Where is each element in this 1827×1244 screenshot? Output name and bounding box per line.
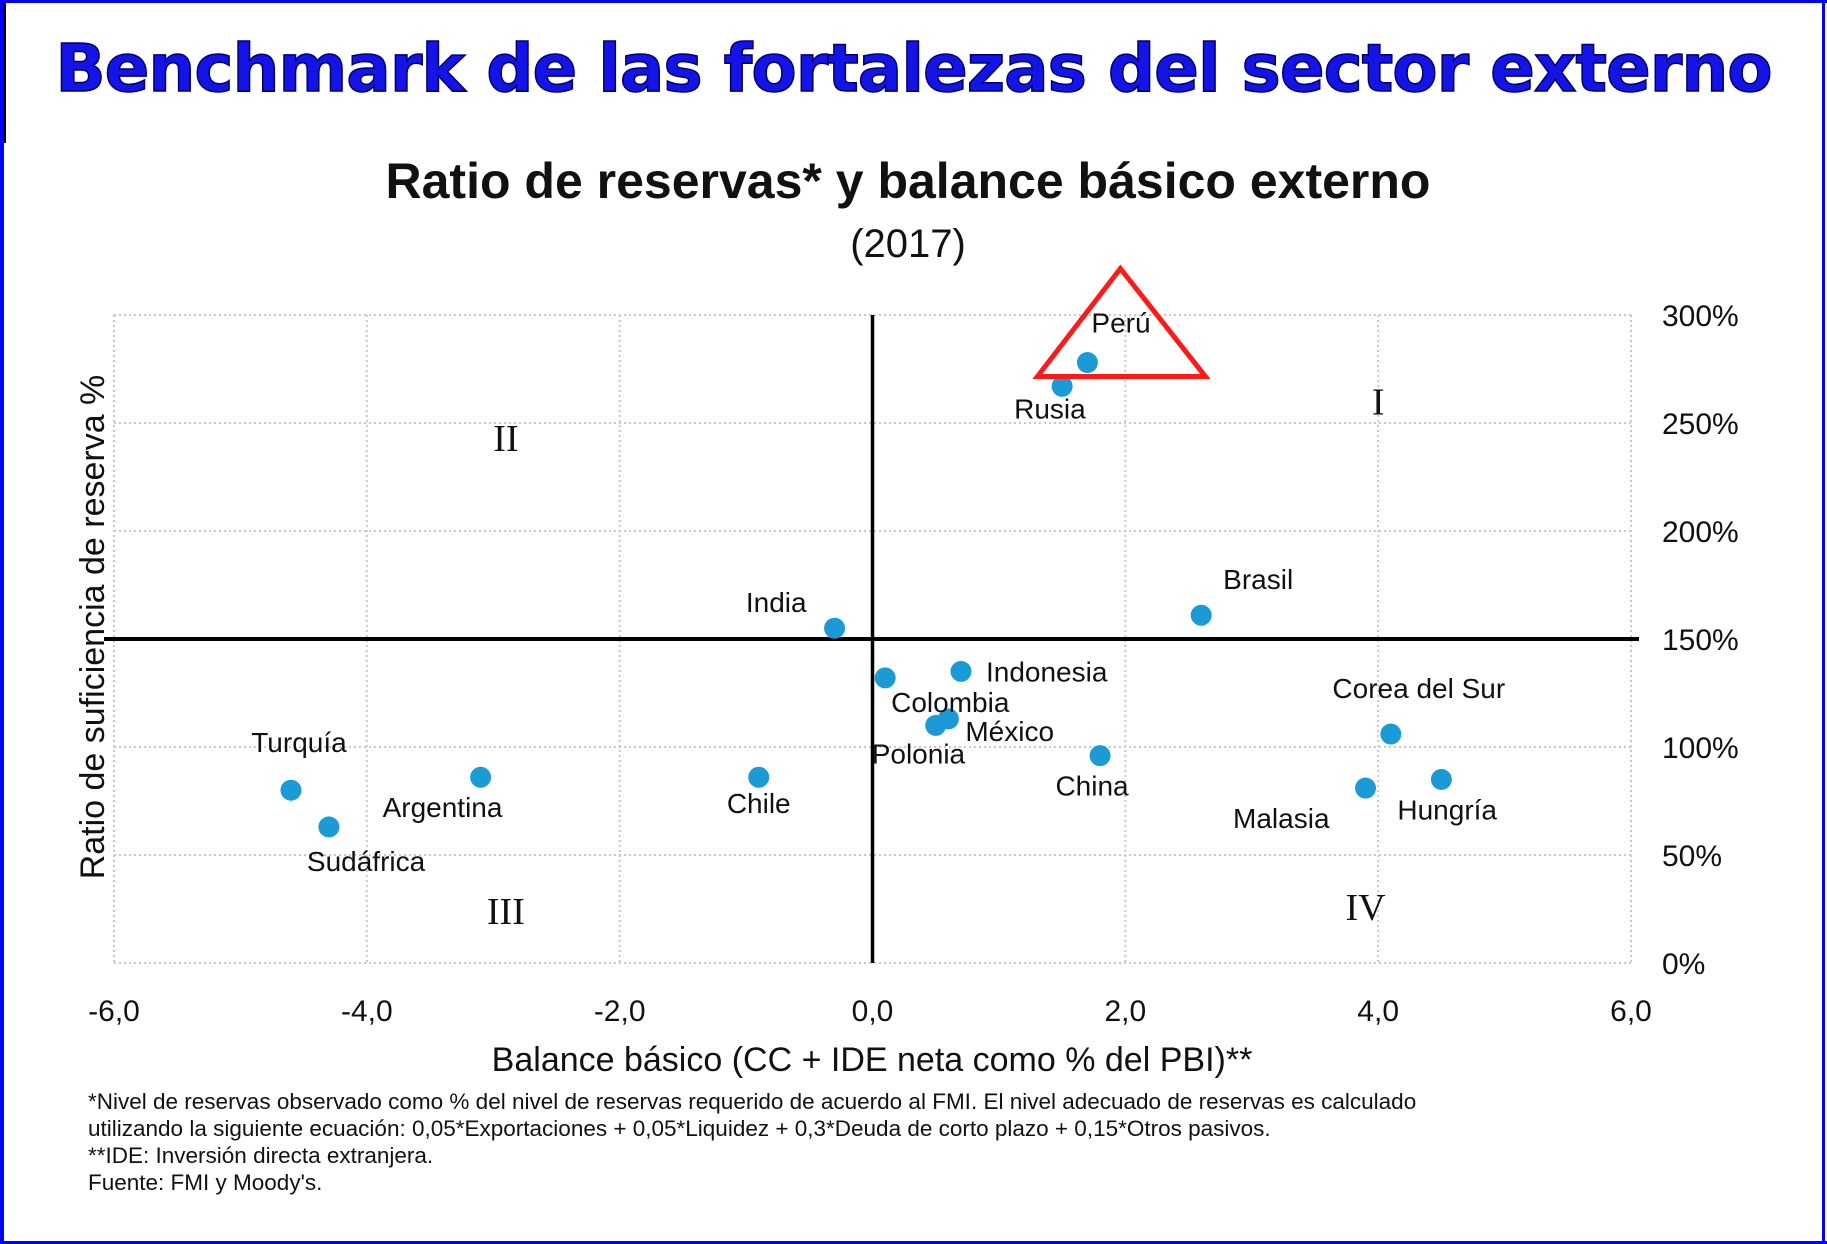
reference-lines (104, 315, 1639, 963)
slide-border-right (1822, 0, 1825, 1244)
x-tick-labels: -6,0 -4,0 -2,0 0,0 2,0 4,0 6,0 (88, 995, 1652, 1028)
data-point (280, 779, 302, 801)
data-point (470, 766, 492, 788)
point-label: India (746, 587, 807, 618)
data-point (950, 660, 972, 682)
x-tick-label: 2,0 (1104, 995, 1146, 1028)
point-label: Chile (727, 788, 791, 819)
quadrant-label-i: I (1372, 381, 1385, 423)
y-tick-label: 0% (1662, 948, 1705, 981)
point-label: Rusia (1014, 393, 1086, 424)
slide-border-bottom (0, 1241, 1827, 1244)
footnote-source: Fuente: FMI y Moody's. (88, 1170, 323, 1195)
point-label: Corea del Sur (1332, 673, 1505, 704)
chart-subtitle: (2017) (850, 222, 966, 266)
data-point (1355, 777, 1377, 799)
point-label: Indonesia (986, 656, 1108, 687)
footnote-reserves-definition: *Nivel de reservas observado como % del … (88, 1089, 1417, 1114)
point-label: China (1055, 771, 1129, 802)
point-label: Argentina (383, 792, 503, 823)
data-point (748, 766, 770, 788)
point-label: Turquía (251, 727, 347, 758)
slide-border-left-accent (4, 3, 6, 143)
point-label: Malasia (1233, 803, 1330, 834)
chart-title: Ratio de reservas* y balance básico exte… (385, 153, 1431, 209)
footnote-ide: **IDE: Inversión directa extranjera. (88, 1143, 434, 1168)
slide-title: Benchmark de las fortalezas del sector e… (55, 29, 1774, 108)
y-tick-label: 100% (1662, 732, 1739, 765)
y-tick-label: 300% (1662, 300, 1739, 333)
point-label: Polonia (872, 738, 966, 769)
x-tick-label: 0,0 (852, 995, 894, 1028)
x-tick-label: -2,0 (594, 995, 646, 1028)
data-point (824, 617, 846, 639)
y-tick-labels: 0% 50% 100% 150% 200% 250% 300% (1662, 300, 1739, 981)
data-point (1076, 352, 1098, 374)
point-label: Sudáfrica (307, 846, 426, 877)
highlight-annotation (1032, 264, 1211, 380)
y-tick-label: 50% (1662, 840, 1722, 873)
data-point (937, 708, 959, 730)
y-axis-title: Ratio de suficiencia de reserva % (74, 375, 112, 880)
slide-border-left (0, 0, 4, 1244)
quadrant-label-iv: IV (1345, 887, 1386, 929)
data-point (874, 667, 896, 689)
y-tick-label: 250% (1662, 408, 1739, 441)
data-point (318, 816, 340, 838)
data-point (1190, 604, 1212, 626)
slide-border-top (0, 0, 1827, 3)
point-label: Colombia (891, 687, 1010, 718)
data-point (1051, 375, 1073, 397)
x-tick-label: -4,0 (341, 995, 393, 1028)
point-label: Perú (1091, 308, 1150, 339)
data-points (280, 352, 1452, 838)
data-point (1430, 768, 1452, 790)
x-axis-title: Balance básico (CC + IDE neta como % del… (492, 1041, 1253, 1079)
y-tick-label: 150% (1662, 624, 1739, 657)
highlight-triangle (1032, 264, 1211, 380)
footnote-reserves-equation: utilizando la siguiente ecuación: 0,05*E… (88, 1116, 1271, 1141)
point-label: Hungría (1397, 794, 1497, 825)
quadrant-label-iii: III (487, 891, 525, 933)
x-tick-label: 6,0 (1610, 995, 1652, 1028)
x-tick-label: 4,0 (1357, 995, 1399, 1028)
x-tick-label: -6,0 (88, 995, 140, 1028)
y-tick-label: 200% (1662, 516, 1739, 549)
data-point (1089, 745, 1111, 767)
footnotes: *Nivel de reservas observado como % del … (88, 1088, 1788, 1196)
point-label: México (965, 716, 1054, 747)
quadrant-label-ii: II (493, 418, 518, 460)
point-label: Brasil (1223, 564, 1293, 595)
data-point (1380, 723, 1402, 745)
